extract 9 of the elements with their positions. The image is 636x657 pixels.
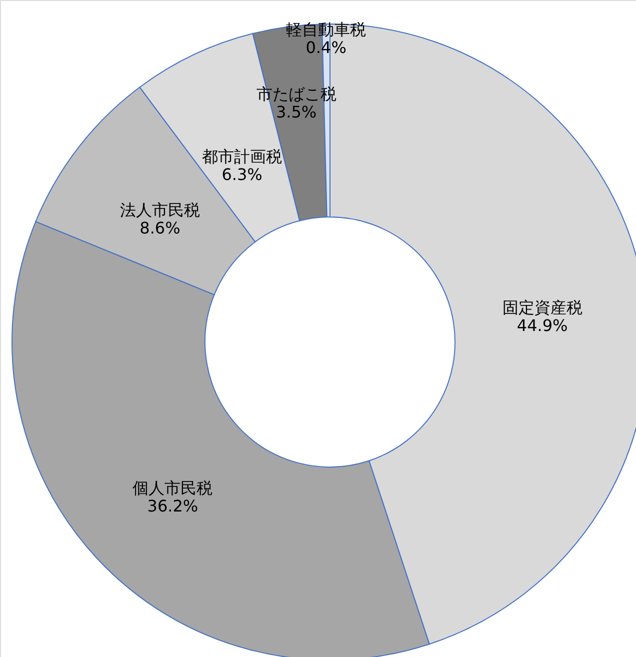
slice-label: 個人市民税 (132, 478, 213, 498)
slice-label: 都市計画税 (202, 146, 282, 166)
data-label: 44.9% (516, 316, 568, 335)
slice-label: 固定資産税 (502, 298, 582, 317)
data-label: 3.5% (276, 102, 317, 122)
data-label: 6.3% (222, 164, 262, 184)
data-label: 36.2% (147, 496, 198, 516)
slice-label: 法人市民税 (120, 200, 200, 220)
data-label: 8.6% (140, 218, 180, 238)
